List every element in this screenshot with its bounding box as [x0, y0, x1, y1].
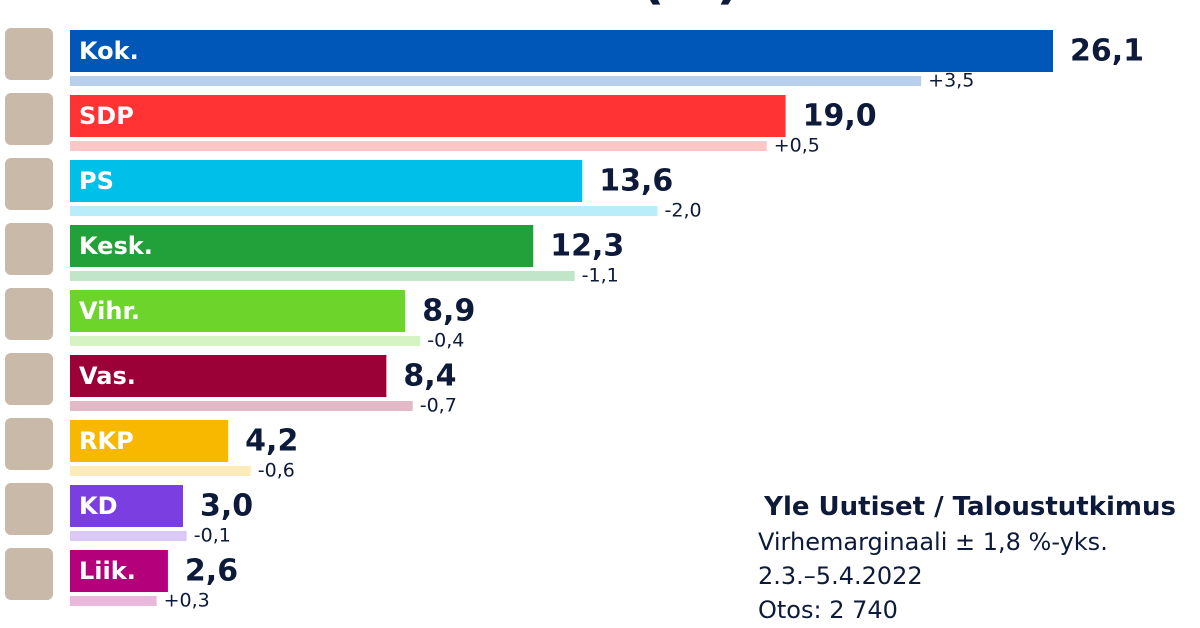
bar-label: Vas. [79, 362, 136, 390]
previous-bar [70, 271, 575, 281]
bar-label: Vihr. [79, 297, 140, 325]
bar [70, 160, 583, 202]
previous-bar [70, 401, 413, 411]
value-label: 4,2 [245, 424, 298, 459]
portraits [5, 28, 53, 600]
note: Otos: 2 740 [758, 596, 898, 624]
bar [70, 355, 387, 397]
value-label: 3,0 [200, 489, 253, 524]
value-label: 26,1 [1070, 34, 1144, 69]
previous-bar [70, 531, 187, 541]
bar-label: Kesk. [79, 232, 153, 260]
change-label: +0,3 [164, 590, 210, 612]
change-label: +0,5 [774, 135, 820, 157]
bar [70, 485, 183, 527]
source: Yle Uutiset / Taloustutkimus [763, 492, 1176, 522]
value-label: 12,3 [550, 229, 624, 264]
bar [70, 95, 786, 137]
bar [70, 420, 229, 462]
bar-label: RKP [79, 427, 134, 455]
previous-bar [70, 76, 922, 86]
bar [70, 550, 168, 592]
bar-label: KD [79, 492, 118, 520]
bar [70, 290, 406, 332]
bar [70, 225, 534, 267]
bar-label: Liik. [79, 557, 136, 585]
change-label: -2,0 [665, 200, 702, 222]
change-label: -0,7 [420, 395, 457, 417]
previous-bar [70, 466, 251, 476]
note: 2.3.–5.4.2022 [758, 562, 923, 590]
change-label: +3,5 [928, 70, 974, 92]
bar-label: SDP [79, 102, 134, 130]
change-label: -1,1 [582, 265, 619, 287]
change-label: -0,4 [427, 330, 464, 352]
previous-bar [70, 336, 421, 346]
chart-title: PUOLUEKANNATUS (%) [70, 0, 740, 11]
previous-bar [70, 141, 767, 151]
previous-bar [70, 206, 658, 216]
note: Virhemarginaali ± 1,8 %-yks. [758, 528, 1108, 556]
bar-label: PS [79, 167, 114, 195]
value-label: 19,0 [803, 99, 877, 134]
value-label: 2,6 [185, 554, 238, 589]
bar [70, 30, 1053, 72]
value-label: 8,9 [422, 294, 475, 329]
value-label: 8,4 [403, 359, 456, 394]
previous-bar [70, 596, 157, 606]
bar-label: Kok. [79, 37, 139, 65]
change-label: -0,6 [258, 460, 295, 482]
change-label: -0,1 [194, 525, 231, 547]
value-label: 13,6 [599, 164, 673, 199]
